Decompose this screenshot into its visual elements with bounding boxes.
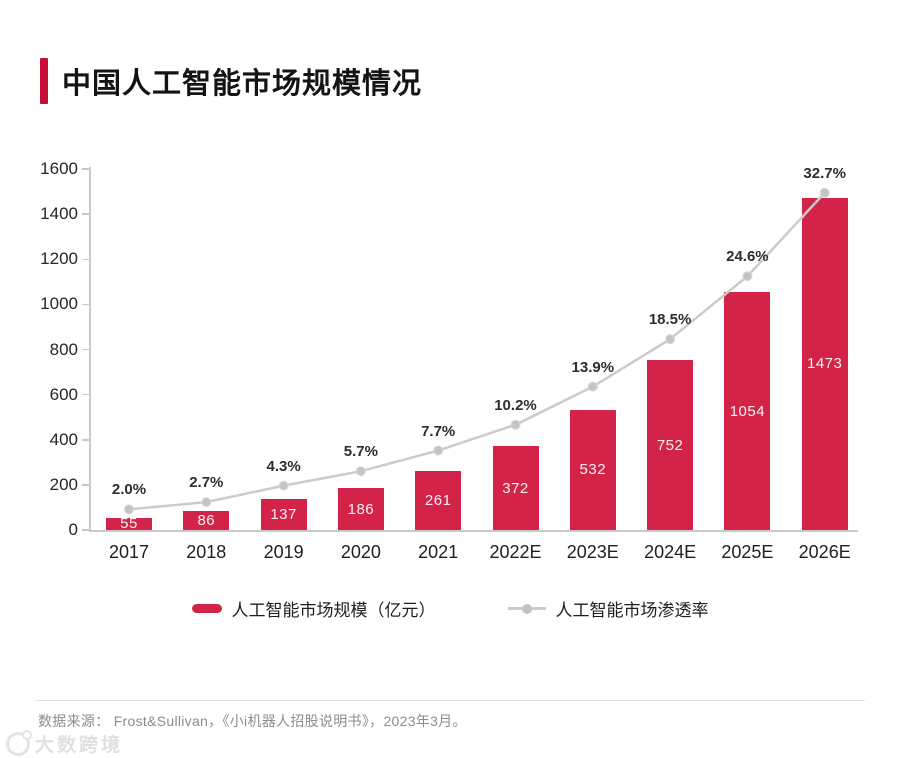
- bar-2024E: 752: [647, 360, 694, 530]
- y-axis-tick: [82, 213, 89, 215]
- penetration-label-2020: 5.7%: [343, 443, 378, 461]
- y-axis-tick-label: 400: [49, 429, 78, 449]
- bar-value-label: 186: [347, 500, 375, 518]
- penetration-marker-2024E: [665, 334, 676, 345]
- penetration-label-2019: 4.3%: [266, 457, 301, 475]
- y-axis-tick: [82, 439, 89, 441]
- bar-value-label: 1054: [729, 402, 766, 420]
- y-axis-tick-label: 1400: [40, 204, 78, 224]
- y-axis-tick: [82, 529, 89, 531]
- penetration-label-2023E: 13.9%: [571, 358, 615, 376]
- bar-value-label: 752: [656, 436, 684, 454]
- legend-item-penetration: 人工智能市场渗透率: [507, 596, 709, 621]
- y-axis-tick-label: 1200: [40, 249, 78, 269]
- bar-value-label: 137: [270, 506, 297, 524]
- line-marker-dot-icon: [521, 603, 532, 614]
- penetration-label-2025E: 24.6%: [726, 248, 769, 266]
- watermark-text: 大数跨境: [35, 735, 124, 756]
- bar-value-label: 55: [120, 515, 138, 533]
- y-axis-tick: [82, 258, 89, 260]
- x-axis-line: [89, 530, 858, 532]
- bar-2022E: 372: [492, 446, 539, 530]
- penetration-marker-2026E: [819, 187, 830, 198]
- y-axis-tick-label: 1000: [40, 294, 78, 314]
- legend-item-market-size: 人工智能市场规模（亿元）: [191, 596, 436, 621]
- x-axis-label-2026E: 2026E: [798, 542, 851, 562]
- x-axis-label-2025E: 2025E: [721, 542, 774, 562]
- x-axis-label-2018: 2018: [186, 542, 227, 562]
- footer-divider: [35, 700, 865, 701]
- penetration-marker-2025E: [742, 271, 753, 282]
- penetration-marker-2018: [201, 497, 212, 508]
- bar-2025E: 1054: [724, 292, 771, 530]
- bar-2021: 261: [415, 471, 462, 530]
- bar-value-label: 86: [197, 511, 216, 529]
- penetration-marker-2023E: [587, 381, 598, 392]
- watermark: 大数跨境: [6, 729, 124, 757]
- watermark-logo-icon: [6, 729, 32, 756]
- data-source-note: 数据来源： Frost&Sullivan，《小i机器人招股说明书》，2023年3…: [38, 713, 467, 729]
- penetration-label-2024E: 18.5%: [648, 311, 692, 329]
- penetration-marker-2020: [355, 466, 366, 477]
- chart-header: 中国人工智能市场规模情况: [40, 58, 422, 104]
- penetration-marker-2022E: [510, 419, 521, 430]
- y-axis-tick-label: 1600: [40, 159, 78, 178]
- x-axis-label-2022E: 2022E: [489, 542, 542, 562]
- y-axis-tick-label: 800: [49, 339, 78, 359]
- y-axis-tick: [82, 168, 89, 170]
- x-axis-label-2017: 2017: [108, 542, 150, 562]
- x-axis-label-2021: 2021: [418, 542, 459, 562]
- penetration-label-2017: 2.0%: [111, 481, 147, 499]
- x-axis-label-2019: 2019: [263, 542, 304, 562]
- bar-2020: 186: [337, 488, 384, 530]
- page-title: 中国人工智能市场规模情况: [62, 68, 423, 100]
- y-axis-tick-label: 200: [49, 474, 78, 494]
- x-axis-label-2020: 2020: [340, 542, 381, 562]
- legend-label-penetration: 人工智能市场渗透率: [555, 601, 709, 620]
- bar-value-label: 532: [579, 461, 607, 479]
- legend-label-market-size: 人工智能市场规模（亿元）: [231, 601, 436, 620]
- penetration-label-2022E: 10.2%: [494, 396, 537, 414]
- bar-value-label: 1473: [807, 355, 843, 373]
- penetration-label-2021: 7.7%: [421, 422, 456, 440]
- chart-legend: 人工智能市场规模（亿元） 人工智能市场渗透率: [0, 596, 900, 621]
- penetration-label-2026E: 32.7%: [803, 164, 846, 182]
- y-axis-tick: [82, 303, 89, 306]
- title-accent-bar: [40, 58, 48, 104]
- bar-2018: 86: [183, 510, 230, 530]
- y-axis-line: [89, 167, 91, 530]
- penetration-marker-2019: [278, 480, 289, 491]
- y-axis-tick-label: 0: [68, 520, 78, 539]
- bar-2023E: 532: [569, 409, 616, 530]
- penetration-marker-2017: [124, 504, 134, 515]
- penetration-label-2018: 2.7%: [189, 474, 224, 492]
- bar-2026E: 1473: [801, 197, 848, 530]
- y-axis-tick: [82, 484, 89, 486]
- penetration-line: [128, 191, 826, 511]
- bar-value-label: 261: [424, 492, 452, 510]
- bar-value-label: 372: [502, 479, 529, 497]
- y-axis-tick-label: 600: [49, 384, 78, 404]
- line-series-swatch: [507, 603, 546, 614]
- y-axis-tick: [82, 348, 89, 351]
- bar-2017: 55: [106, 515, 152, 533]
- x-axis-label-2023E: 2023E: [566, 542, 619, 562]
- y-axis-tick: [82, 393, 89, 396]
- penetration-marker-2021: [433, 445, 444, 456]
- bar-2019: 137: [260, 499, 307, 530]
- x-axis-label-2024E: 2024E: [644, 542, 697, 562]
- bar-series-swatch: [191, 604, 222, 613]
